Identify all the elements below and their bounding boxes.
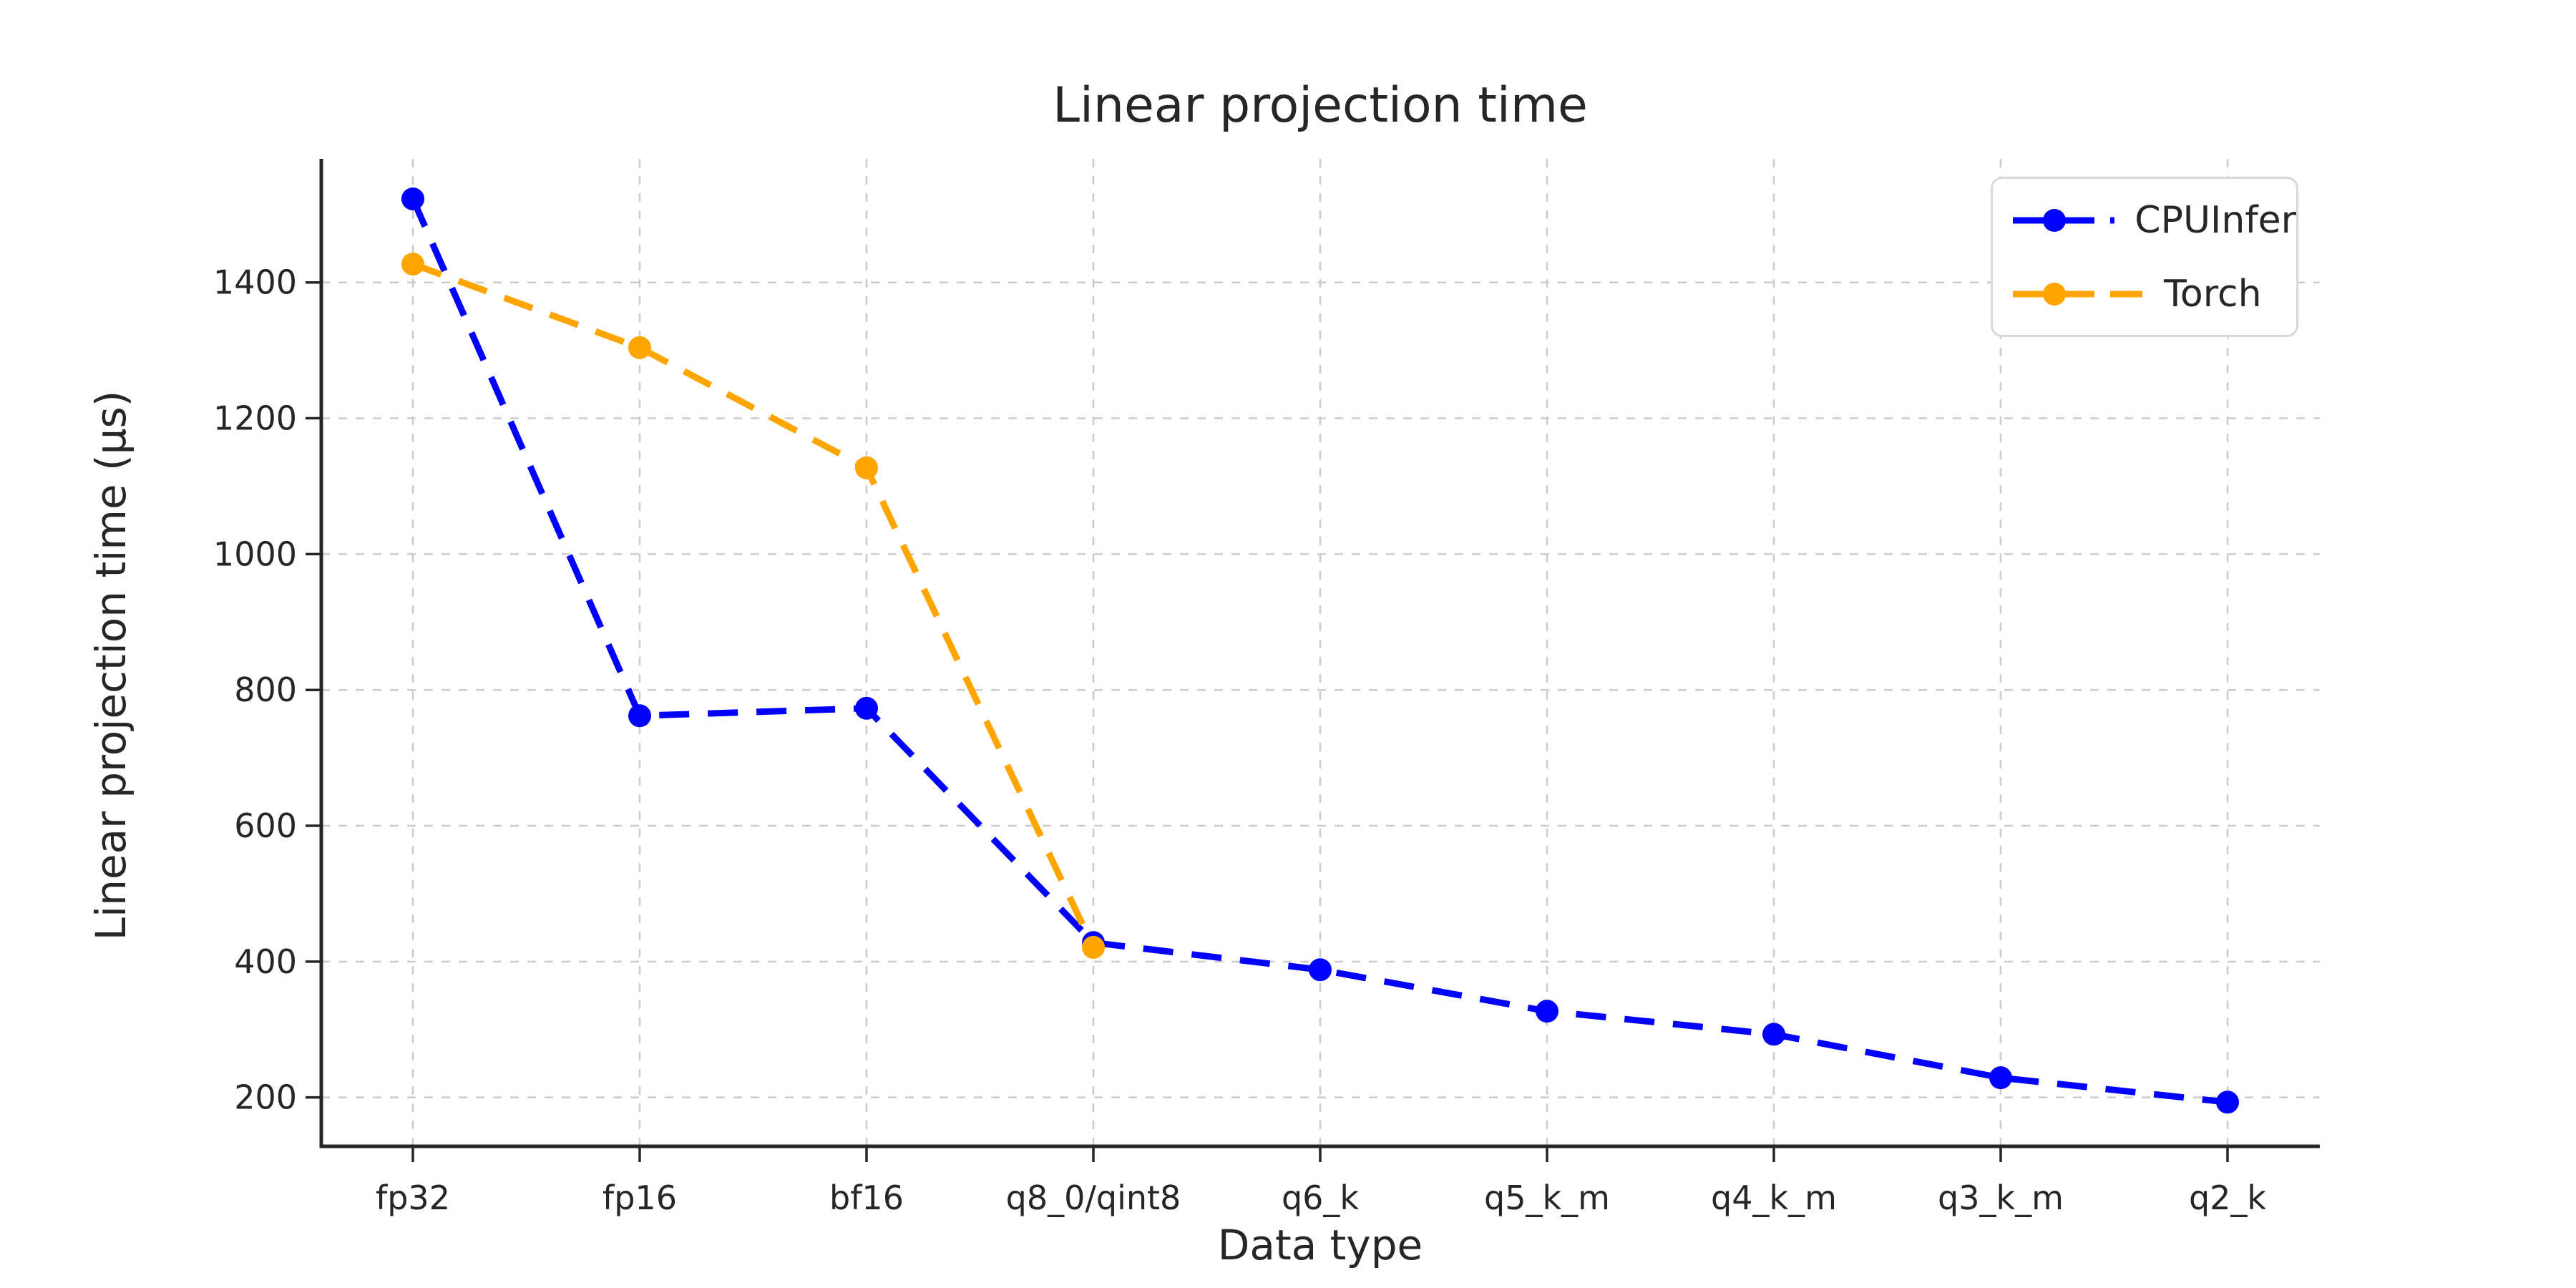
y-axis-label: Linear projection time (μs)	[87, 390, 135, 941]
legend-label: CPUInfer	[2135, 198, 2296, 242]
data-point-cpuinfer-q5_k_m	[1536, 1000, 1558, 1023]
data-point-torch-bf16	[855, 456, 878, 479]
legend-item-torch: Torch	[2011, 273, 2296, 316]
legend: CPUInfer Torch	[1991, 177, 2298, 337]
x-tick-label: q4_k_m	[1711, 1179, 1837, 1217]
x-tick-label: fp16	[602, 1179, 677, 1217]
legend-line-sample-icon	[2013, 208, 2115, 232]
data-point-cpuinfer-q2_k	[2216, 1091, 2239, 1114]
data-point-cpuinfer-q3_k_m	[1989, 1066, 2012, 1090]
x-axis-label: Data type	[1217, 1221, 1423, 1269]
data-point-cpuinfer-fp16	[628, 704, 651, 728]
y-tick-label: 1400	[213, 263, 297, 302]
y-tick-label: 600	[234, 806, 297, 845]
x-tick-label: q6_k	[1282, 1179, 1359, 1217]
y-tick-label: 400	[234, 942, 297, 981]
data-point-cpuinfer-fp32	[401, 187, 424, 210]
x-tick-label: q3_k_m	[1938, 1179, 2064, 1217]
y-tick-label: 1000	[213, 535, 297, 573]
data-point-torch-q8_0/qint8	[1082, 935, 1105, 959]
chart-title: Linear projection time	[1053, 77, 1588, 134]
data-point-torch-fp16	[628, 336, 651, 359]
x-tick-label: q8_0/qint8	[1006, 1179, 1181, 1217]
series-line-cpuinfer	[409, 197, 2228, 1106]
x-tick-label: bf16	[829, 1179, 904, 1217]
x-tick-label: fp32	[376, 1179, 450, 1217]
y-tick-label: 800	[234, 670, 297, 709]
x-tick-label: q2_k	[2189, 1179, 2266, 1217]
y-tick-label: 1200	[213, 399, 297, 438]
legend-line-sample-icon	[2013, 282, 2142, 306]
data-point-cpuinfer-q4_k_m	[1762, 1023, 1785, 1046]
series-line-torch	[411, 260, 1097, 949]
y-tick-label: 200	[234, 1078, 297, 1117]
legend-item-cpuinfer: CPUInfer	[2011, 199, 2296, 242]
data-point-cpuinfer-bf16	[855, 696, 878, 720]
x-tick-label: q5_k_m	[1484, 1179, 1610, 1217]
legend-label: Torch	[2164, 272, 2262, 316]
data-point-cpuinfer-q6_k	[1309, 958, 1332, 982]
data-point-torch-fp32	[401, 253, 424, 276]
